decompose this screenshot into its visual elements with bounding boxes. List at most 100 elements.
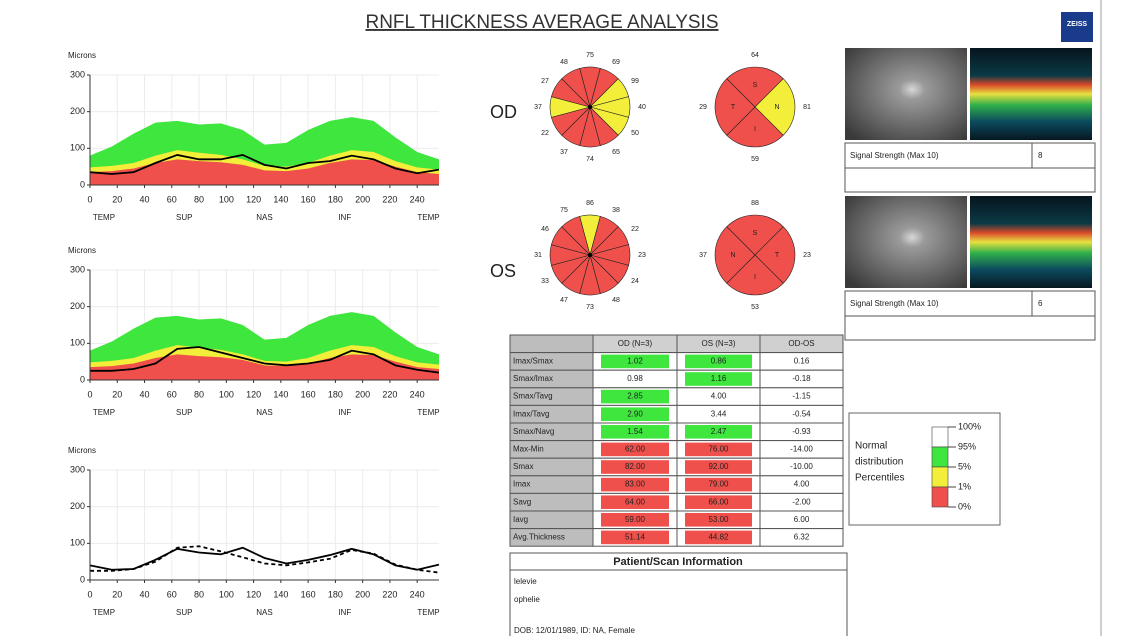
- header-text: OD (N=3): [618, 339, 653, 348]
- clock-sector: [561, 67, 591, 109]
- cell-text: Imax: [513, 480, 530, 489]
- x-tick-label: 200: [355, 194, 370, 204]
- clock-value: 37: [560, 149, 568, 156]
- region-label: TEMP: [93, 213, 115, 222]
- region-label: INF: [338, 408, 351, 417]
- cell-text: 2.85: [627, 392, 643, 401]
- cell-text: -0.93: [792, 427, 811, 436]
- x-tick-label: 220: [382, 194, 397, 204]
- region-label: INF: [338, 213, 351, 222]
- y-tick-label: 0: [80, 574, 85, 584]
- quadrant-letter: T: [775, 252, 780, 259]
- patient-title: Patient/Scan Information: [613, 556, 743, 568]
- legend-swatch: [931, 466, 949, 488]
- quadrant-value: 53: [751, 304, 759, 311]
- cell-text: -14.00: [790, 445, 813, 454]
- cell-text: 0.98: [627, 374, 643, 383]
- logo-box: [1061, 12, 1093, 42]
- cell-text: 1.02: [627, 357, 643, 366]
- clock-value: 27: [541, 78, 549, 85]
- clock-value: 65: [612, 149, 620, 156]
- quadrant-sector: [726, 66, 784, 108]
- x-tick-label: 100: [219, 389, 234, 399]
- x-tick-label: 120: [246, 389, 261, 399]
- cell-text: 2.90: [627, 409, 643, 418]
- eye-label: OD: [490, 102, 517, 122]
- cell-text: 4.00: [794, 480, 810, 489]
- x-tick-label: 240: [410, 389, 425, 399]
- cell-text: Smax: [513, 462, 533, 471]
- y-axis-label: Microns: [68, 446, 96, 455]
- clock-value: 33: [541, 278, 549, 285]
- x-tick-label: 40: [140, 589, 150, 599]
- cell-text: 51.14: [625, 533, 646, 542]
- x-tick-label: 80: [194, 194, 204, 204]
- cell-text: 0.16: [794, 357, 810, 366]
- y-axis-label: Microns: [68, 246, 96, 255]
- clock-sector: [561, 215, 591, 257]
- clock-value: 86: [586, 200, 594, 207]
- patient-line: lelevie: [514, 577, 537, 586]
- region-label: TEMP: [93, 408, 115, 417]
- clock-value: 48: [612, 297, 620, 304]
- cell-fill: [601, 425, 669, 439]
- x-tick-label: 220: [382, 389, 397, 399]
- thickness-line: [89, 153, 440, 175]
- cell-fill: [601, 495, 669, 509]
- legend-swatch: [931, 486, 949, 508]
- clock-center: [588, 105, 592, 109]
- clock-value: 75: [586, 52, 594, 59]
- y-tick-label: 300: [70, 464, 85, 474]
- cell-text: 0.86: [711, 357, 727, 366]
- x-tick-label: 40: [140, 194, 150, 204]
- x-tick-label: 180: [328, 389, 343, 399]
- y-tick-label: 100: [70, 538, 85, 548]
- cell-fill: [685, 477, 752, 492]
- region-label: TEMP: [417, 408, 439, 417]
- cell-fill: [601, 407, 669, 421]
- cell-text: -0.18: [792, 374, 811, 383]
- x-tick-label: 40: [140, 389, 150, 399]
- quadrant-value: 23: [803, 252, 811, 259]
- region-label: NAS: [256, 213, 272, 222]
- cell-fill: [685, 389, 752, 404]
- x-tick-label: 20: [112, 589, 122, 599]
- signal-value: 6: [1038, 299, 1043, 308]
- legend-level: 5%: [958, 461, 971, 471]
- y-tick-label: 200: [70, 106, 85, 116]
- cell-text: Avg.Thickness: [513, 533, 565, 542]
- x-tick-label: 100: [219, 194, 234, 204]
- clock-value: 37: [534, 104, 542, 111]
- cell-fill: [685, 425, 752, 439]
- report-title: RNFL THICKNESS AVERAGE ANALYSIS: [365, 12, 718, 33]
- percentile-band: [90, 354, 439, 380]
- cell-text: 1.54: [627, 427, 643, 436]
- quadrant-sector: [754, 78, 796, 136]
- x-tick-label: 20: [112, 194, 122, 204]
- patient-header: [509, 552, 848, 571]
- clock-value: 99: [631, 78, 639, 85]
- cell-text: 83.00: [625, 480, 646, 489]
- note-box: [844, 315, 1096, 341]
- logo: ZEISS: [1067, 21, 1088, 28]
- quadrant-value: 37: [699, 252, 707, 259]
- y-tick-label: 0: [80, 374, 85, 384]
- x-tick-label: 140: [273, 589, 288, 599]
- clock-value: 40: [638, 104, 646, 111]
- cell-fill: [601, 389, 669, 404]
- quadrant-sector: [714, 226, 756, 284]
- x-tick-label: 140: [273, 194, 288, 204]
- note-box: [844, 167, 1096, 193]
- quadrant-value: 59: [751, 156, 759, 163]
- clock-value: 50: [631, 130, 639, 137]
- oct-image: [970, 196, 1092, 288]
- cell-text: 64.00: [625, 497, 646, 506]
- y-tick-label: 300: [70, 69, 85, 79]
- cell-text: 76.00: [708, 445, 729, 454]
- cell-text: Smax/Tavg: [513, 392, 553, 401]
- x-tick-label: 0: [87, 589, 92, 599]
- cell-text: 2.47: [711, 427, 727, 436]
- region-label: TEMP: [93, 608, 115, 617]
